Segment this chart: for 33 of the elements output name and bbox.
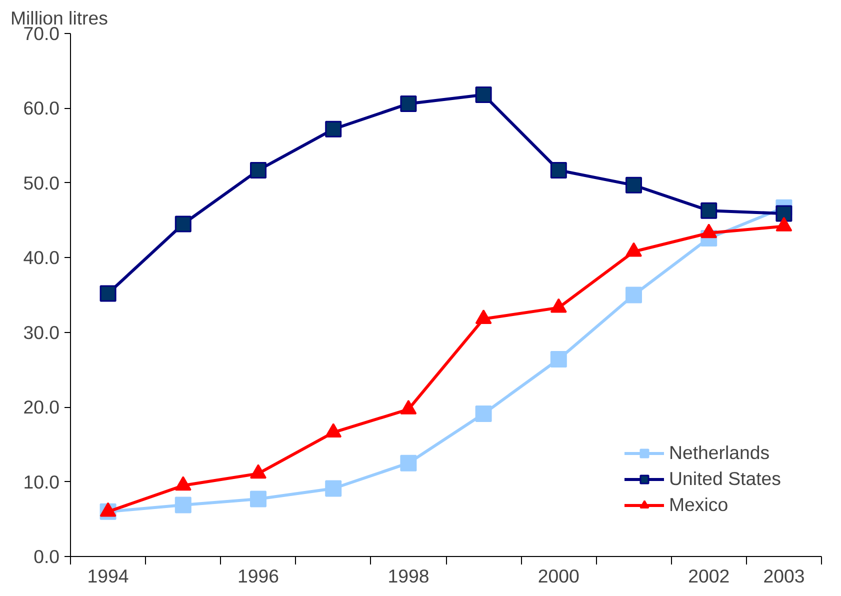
x-tick-label: 2002 <box>688 566 730 586</box>
y-tick-label: 0.0 <box>34 546 60 567</box>
point <box>626 176 642 194</box>
point <box>550 162 567 178</box>
point <box>100 285 116 302</box>
y-tick-label: 50.0 <box>23 172 60 194</box>
x-tick-label: 2000 <box>538 566 580 586</box>
y-tick-label: 10.0 <box>23 471 60 492</box>
point <box>250 490 266 508</box>
x-tick-label: 2003 <box>763 566 805 586</box>
x-tick-label: 1998 <box>388 566 430 586</box>
point <box>475 406 492 422</box>
point <box>626 286 642 304</box>
legend-label: Netherlands <box>668 442 770 464</box>
point <box>325 480 342 497</box>
point <box>700 202 718 219</box>
y-tick-label: 20.0 <box>23 396 60 418</box>
legend-label: Mexico <box>668 494 728 516</box>
y-tick-label: 30.0 <box>23 322 60 343</box>
point <box>325 120 342 138</box>
legend-label: United States <box>668 468 781 490</box>
point <box>400 95 417 112</box>
point <box>475 86 492 104</box>
y-tick-label: 40.0 <box>23 247 60 268</box>
y-tick-label: 60.0 <box>23 98 60 119</box>
point <box>250 162 266 178</box>
point <box>174 216 192 232</box>
point <box>550 351 567 368</box>
point <box>174 496 192 514</box>
point <box>776 205 792 222</box>
x-tick-label: 1994 <box>87 566 129 586</box>
point <box>400 454 417 472</box>
x-tick-label: 1996 <box>238 566 280 586</box>
